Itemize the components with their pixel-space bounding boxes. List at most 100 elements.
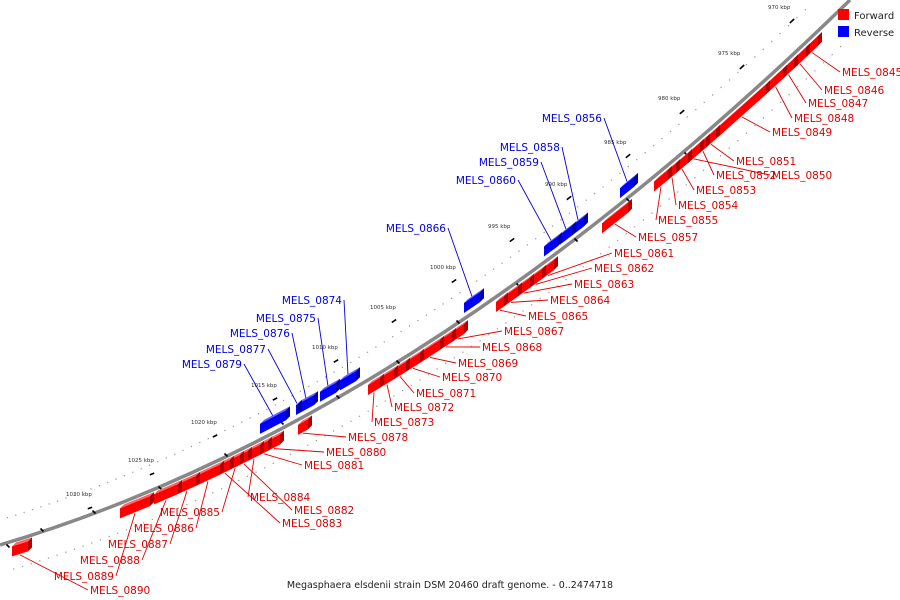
scale-tick-mark xyxy=(39,527,45,533)
track-dot xyxy=(720,86,722,89)
gene-label-mels-0865: MELS_0865 xyxy=(528,311,588,323)
leader-line-mels-0857 xyxy=(614,223,637,238)
track-dot xyxy=(299,390,302,392)
gene-block-side xyxy=(356,367,360,382)
gene-block-top xyxy=(196,460,224,476)
scale-tick-mark xyxy=(451,278,457,284)
gene-block-mels-0857 xyxy=(602,198,632,234)
track-dot xyxy=(224,429,226,432)
track-dot xyxy=(488,334,490,336)
track-dot xyxy=(333,430,335,432)
track-dot xyxy=(47,557,50,559)
gene-label-mels-0882: MELS_0882 xyxy=(294,505,354,517)
gene-block-top xyxy=(496,292,508,302)
gene-block-mels-0860 xyxy=(544,232,562,257)
track-dot xyxy=(745,132,748,134)
track-dot xyxy=(125,529,128,531)
track-dot xyxy=(644,152,646,154)
gene-label-mels-0846: MELS_0846 xyxy=(824,85,884,97)
track-dot xyxy=(266,408,268,410)
track-dot xyxy=(608,246,610,248)
gene-block-top xyxy=(544,232,562,247)
track-dot xyxy=(132,471,134,473)
gene-block-side xyxy=(286,406,290,421)
gene-block-face xyxy=(420,339,440,363)
track-dot xyxy=(358,415,361,417)
gene-label-mels-0860: MELS_0860 xyxy=(456,175,516,187)
leader-line-mels-0864 xyxy=(510,299,549,303)
gene-block-face xyxy=(120,496,150,519)
gene-block-mels-0879 xyxy=(260,406,290,434)
track-dot xyxy=(616,239,619,242)
track-dot xyxy=(745,63,748,66)
gene-block-face xyxy=(368,377,380,396)
gene-block-side xyxy=(196,471,200,486)
track-dot xyxy=(779,32,781,35)
track-dot xyxy=(91,542,93,544)
gene-label-mels-0867: MELS_0867 xyxy=(504,326,564,338)
leader-line-mels-0876 xyxy=(291,332,307,399)
scale-tick-mark xyxy=(223,452,229,458)
gene-block-mels-0869 xyxy=(420,335,444,363)
track-dot xyxy=(728,147,730,149)
scale-tick-label: 1020 kbp xyxy=(191,420,217,426)
track-dot xyxy=(257,413,260,415)
leader-line-mels-0855 xyxy=(655,186,662,221)
track-dot xyxy=(333,371,335,373)
track-dot xyxy=(65,551,67,553)
gene-block-side xyxy=(28,537,32,552)
track-dot xyxy=(453,357,455,359)
gene-label-mels-0876: MELS_0876 xyxy=(230,328,290,340)
gene-block-side xyxy=(452,327,456,342)
gene-block-side xyxy=(676,159,680,174)
track-dot xyxy=(479,340,481,342)
gene-block-face xyxy=(340,371,356,391)
leader-line-mels-0870 xyxy=(412,367,441,378)
leader-line-mels-0866 xyxy=(447,227,473,297)
gene-block-top xyxy=(768,64,787,83)
gene-block-side xyxy=(394,365,398,380)
gene-block-side xyxy=(766,80,770,95)
gene-label-mels-0853: MELS_0853 xyxy=(696,185,756,197)
genome-backbone xyxy=(0,0,852,547)
leader-line-mels-0879 xyxy=(243,363,274,417)
legend-label-forward: Forward xyxy=(854,11,894,22)
scale-tick-mark xyxy=(739,64,745,70)
gene-block-face xyxy=(296,403,298,415)
track-dot xyxy=(593,192,596,195)
scale-tick-label: 990 kbp xyxy=(545,182,568,188)
scale-tick-label: 985 kbp xyxy=(604,140,627,146)
track-dot xyxy=(548,291,550,294)
track-dot xyxy=(117,532,119,534)
track-dot xyxy=(526,244,528,246)
track-dot xyxy=(341,366,344,368)
track-dot xyxy=(450,297,453,300)
gene-block-face xyxy=(464,292,480,313)
leader-line-mels-0851 xyxy=(710,143,735,162)
track-dot xyxy=(560,219,562,221)
leader-line-mels-0859 xyxy=(540,161,567,230)
gene-block-mels-0886 xyxy=(196,460,224,486)
gene-block-side xyxy=(248,446,252,461)
track-dot xyxy=(30,563,32,565)
gene-block-mels-0875 xyxy=(320,378,340,402)
gene-block-top xyxy=(620,172,638,189)
track-dot xyxy=(425,314,428,316)
gene-label-mels-0890: MELS_0890 xyxy=(90,585,150,597)
gene-block-mels-0866 xyxy=(464,288,484,313)
track-dot xyxy=(771,40,773,43)
track-dot xyxy=(787,25,790,27)
track-dot xyxy=(384,400,387,402)
track-dot xyxy=(702,169,705,171)
gene-block-mels-0865 xyxy=(496,292,508,312)
track-dot xyxy=(6,517,9,519)
gene-block-face xyxy=(178,475,196,494)
track-dot xyxy=(400,330,402,333)
leader-line-mels-0850 xyxy=(693,158,771,176)
gene-block-side xyxy=(420,348,424,363)
gene-block-side xyxy=(336,378,340,393)
track-dot xyxy=(771,109,773,111)
gene-label-mels-0889: MELS_0889 xyxy=(54,571,114,583)
track-dot xyxy=(661,137,663,140)
leader-line-mels-0860 xyxy=(517,179,552,241)
